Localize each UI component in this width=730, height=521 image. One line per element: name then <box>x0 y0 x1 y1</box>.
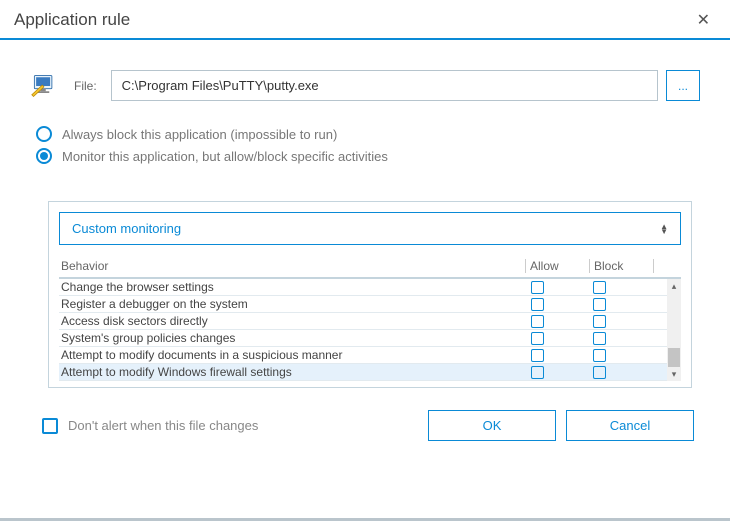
cancel-button[interactable]: Cancel <box>566 410 694 441</box>
behavior-table: Behavior Allow Block Change the browser … <box>59 257 681 381</box>
behavior-rows: Change the browser settings Register a de… <box>59 279 681 381</box>
radio-icon <box>36 126 52 142</box>
allow-cell[interactable] <box>525 332 589 345</box>
file-path-input[interactable] <box>111 70 658 101</box>
dont-alert-checkbox[interactable]: Don't alert when this file changes <box>42 418 418 434</box>
checkbox-icon <box>531 315 544 328</box>
radio-monitor[interactable]: Monitor this application, but allow/bloc… <box>36 145 694 167</box>
file-label: File: <box>74 79 97 93</box>
block-cell[interactable] <box>589 366 653 379</box>
behavior-label: Attempt to modify documents in a suspici… <box>59 348 525 362</box>
close-button[interactable]: ✕ <box>691 8 716 32</box>
block-cell[interactable] <box>589 298 653 311</box>
table-row[interactable]: System's group policies changes <box>59 330 681 347</box>
checkbox-icon <box>593 281 606 294</box>
footer: Don't alert when this file changes OK Ca… <box>0 388 730 455</box>
scrollbar[interactable]: ▴ ▾ <box>667 279 681 381</box>
col-allow[interactable]: Allow <box>525 259 589 273</box>
scroll-up-icon[interactable]: ▴ <box>667 279 681 293</box>
block-cell[interactable] <box>589 349 653 362</box>
checkbox-icon <box>593 366 606 379</box>
block-cell[interactable] <box>589 315 653 328</box>
scroll-down-icon[interactable]: ▾ <box>667 367 681 381</box>
allow-cell[interactable] <box>525 349 589 362</box>
checkbox-icon <box>593 349 606 362</box>
checkbox-icon <box>531 298 544 311</box>
col-block[interactable]: Block <box>589 259 653 273</box>
behavior-label: Register a debugger on the system <box>59 297 525 311</box>
browse-button[interactable]: ... <box>666 70 700 101</box>
table-header: Behavior Allow Block <box>59 257 681 279</box>
table-row[interactable]: Attempt to modify Windows firewall setti… <box>59 364 681 381</box>
table-row[interactable]: Change the browser settings <box>59 279 681 296</box>
behavior-label: System's group policies changes <box>59 331 525 345</box>
behavior-label: Change the browser settings <box>59 280 525 294</box>
radio-label: Monitor this application, but allow/bloc… <box>62 149 388 164</box>
radio-always-block[interactable]: Always block this application (impossibl… <box>36 123 694 145</box>
block-cell[interactable] <box>589 281 653 294</box>
allow-cell[interactable] <box>525 281 589 294</box>
checkbox-icon <box>531 281 544 294</box>
radio-icon <box>36 148 52 164</box>
behavior-label: Access disk sectors directly <box>59 314 525 328</box>
application-icon <box>30 72 58 100</box>
table-row[interactable]: Attempt to modify documents in a suspici… <box>59 347 681 364</box>
updown-icon: ▲▼ <box>660 224 668 234</box>
monitoring-profile-dropdown[interactable]: Custom monitoring ▲▼ <box>59 212 681 245</box>
checkbox-icon <box>531 332 544 345</box>
window-title: Application rule <box>14 10 130 30</box>
col-spacer <box>653 259 681 273</box>
dont-alert-label: Don't alert when this file changes <box>68 418 258 433</box>
col-behavior[interactable]: Behavior <box>59 259 525 273</box>
monitoring-panel: Custom monitoring ▲▼ Behavior Allow Bloc… <box>48 201 692 388</box>
checkbox-icon <box>593 298 606 311</box>
file-row: File: ... <box>0 40 730 119</box>
allow-cell[interactable] <box>525 315 589 328</box>
block-cell[interactable] <box>589 332 653 345</box>
checkbox-icon <box>531 366 544 379</box>
dialog-content: File: ... Always block this application … <box>0 40 730 455</box>
dropdown-label: Custom monitoring <box>72 221 181 236</box>
checkbox-icon <box>531 349 544 362</box>
allow-cell[interactable] <box>525 366 589 379</box>
checkbox-icon <box>42 418 58 434</box>
behavior-label: Attempt to modify Windows firewall setti… <box>59 365 525 379</box>
table-row[interactable]: Access disk sectors directly <box>59 313 681 330</box>
table-row[interactable]: Register a debugger on the system <box>59 296 681 313</box>
radio-label: Always block this application (impossibl… <box>62 127 337 142</box>
checkbox-icon <box>593 315 606 328</box>
titlebar: Application rule ✕ <box>0 0 730 40</box>
mode-radio-group: Always block this application (impossibl… <box>0 119 730 177</box>
allow-cell[interactable] <box>525 298 589 311</box>
file-input-wrap: ... <box>111 70 700 101</box>
checkbox-icon <box>593 332 606 345</box>
ok-button[interactable]: OK <box>428 410 556 441</box>
